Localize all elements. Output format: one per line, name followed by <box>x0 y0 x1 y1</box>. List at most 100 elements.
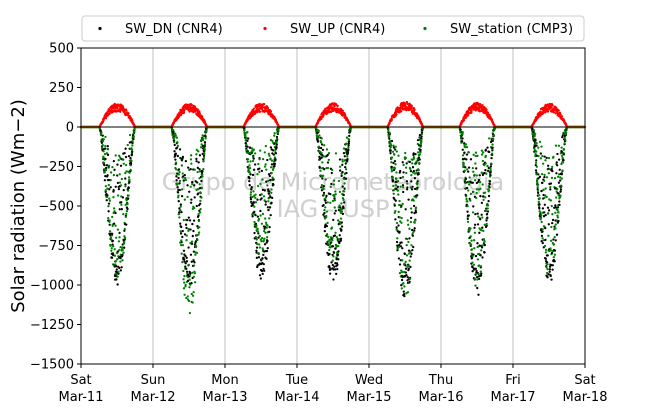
sw-station-point <box>483 223 486 226</box>
sw-station-point <box>263 230 266 233</box>
sw-station-point <box>244 133 247 136</box>
sw-dn-point <box>347 148 350 152</box>
sw-station-point <box>402 163 405 167</box>
sw-up-point <box>252 107 256 110</box>
sw-station-point <box>416 151 420 154</box>
y-tick-label: 0 <box>66 121 74 136</box>
sw-dn-point <box>256 215 260 218</box>
sw-station-point <box>254 152 257 155</box>
sw-dn-point <box>116 174 119 177</box>
sw-dn-point <box>480 201 484 205</box>
sw-dn-point <box>275 135 279 139</box>
sw-up-point <box>551 104 554 107</box>
sw-station-point <box>270 171 273 175</box>
sw-station-point <box>257 162 260 166</box>
sw-station-point <box>191 182 194 186</box>
sw-dn-point <box>186 219 189 222</box>
sw-station-point <box>561 169 564 172</box>
sw-station-point <box>536 185 539 189</box>
sw-dn-point <box>395 188 398 191</box>
sw-station-point <box>107 205 110 208</box>
sw-dn-point <box>554 204 557 207</box>
sw-dn-point <box>467 166 471 169</box>
sw-dn-point <box>554 239 557 242</box>
sw-station-point <box>325 148 329 151</box>
sw-station-point <box>103 152 107 156</box>
sw-station-point <box>118 236 121 239</box>
sw-station-point <box>391 150 395 153</box>
sw-dn-point <box>273 162 277 165</box>
sw-dn-point <box>261 272 264 276</box>
sw-dn-point <box>483 251 486 254</box>
sw-dn-point <box>263 243 267 246</box>
sw-station-point <box>416 182 419 185</box>
sw-dn-point <box>114 211 117 215</box>
sw-dn-point <box>323 168 326 171</box>
sw-dn-point <box>106 174 109 177</box>
sw-dn-point <box>546 206 550 209</box>
sw-station-point <box>103 171 106 174</box>
sw-station-point <box>259 182 262 186</box>
sw-station-point <box>407 264 410 267</box>
sw-dn-point <box>112 159 116 163</box>
sw-station-point <box>390 167 393 170</box>
x-tick-date: Mar-17 <box>491 390 536 405</box>
sw-dn-point <box>105 199 108 202</box>
sw-station-point <box>246 158 250 161</box>
sw-station-point <box>554 211 557 214</box>
sw-station-point <box>404 260 407 264</box>
sw-station-point <box>415 160 418 163</box>
sw-dn-point <box>540 189 543 193</box>
x-axis: SatMar-11SunMar-12MonMar-13TueMar-14WedM… <box>59 364 607 405</box>
sw-station-point <box>264 231 267 234</box>
sw-dn-point <box>130 153 134 156</box>
sw-dn-point <box>403 294 406 298</box>
sw-station-point <box>324 196 328 199</box>
sw-station-point <box>199 146 203 149</box>
sw-station-point <box>415 196 418 199</box>
sw-dn-point <box>400 278 404 282</box>
y-tick-label: −1000 <box>30 279 74 294</box>
sw-up-point <box>485 108 488 111</box>
sw-up-point <box>479 102 482 106</box>
sw-station-point <box>128 178 131 181</box>
sw-station-point <box>254 235 257 239</box>
sw-station-point <box>481 244 484 247</box>
legend: SW_DN (CNR4) SW_UP (CNR4) SW_station (CMP3… <box>81 15 585 42</box>
sw-station-point <box>203 143 207 146</box>
sw-station-point <box>555 196 558 199</box>
sw-station-point <box>271 168 275 172</box>
sw-station-point <box>267 179 270 182</box>
sw-station-point <box>545 266 548 269</box>
y-tick-label: −750 <box>38 239 74 254</box>
sw-dn-point <box>252 201 256 204</box>
plot-area: Grupo de Micrometeorologia IAG - USP <box>79 47 587 365</box>
sw-dn-point <box>339 206 342 209</box>
sw-dn-point <box>411 234 414 237</box>
sw-station-point <box>389 146 392 149</box>
sw-dn-point <box>184 160 188 163</box>
sw-dn-point <box>176 154 180 158</box>
sw-dn-point <box>246 145 249 148</box>
sw-dn-point <box>272 149 275 152</box>
sw-dn-point <box>392 146 396 149</box>
sw-station-point <box>556 209 559 212</box>
sw-dn-point <box>195 160 198 163</box>
x-tick-day: Mon <box>211 373 238 388</box>
sw-dn-point <box>402 290 405 293</box>
sw-dn-point <box>337 209 341 212</box>
sw-station-point <box>538 140 542 144</box>
sw-dn-point <box>541 241 544 245</box>
sw-dn-point <box>476 212 479 215</box>
sw-station-point <box>476 154 479 158</box>
sw-dn-point <box>410 252 413 255</box>
sw-dn-point <box>259 209 262 213</box>
sw-station-point <box>469 192 473 196</box>
sw-station-point <box>541 154 544 158</box>
sw-station-point <box>183 176 187 180</box>
sw-dn-point <box>192 219 196 222</box>
sw-dn-point <box>263 269 266 272</box>
sw-dn-point <box>405 273 408 277</box>
sw-dn-point <box>270 201 273 204</box>
sw-station-point <box>200 196 203 199</box>
